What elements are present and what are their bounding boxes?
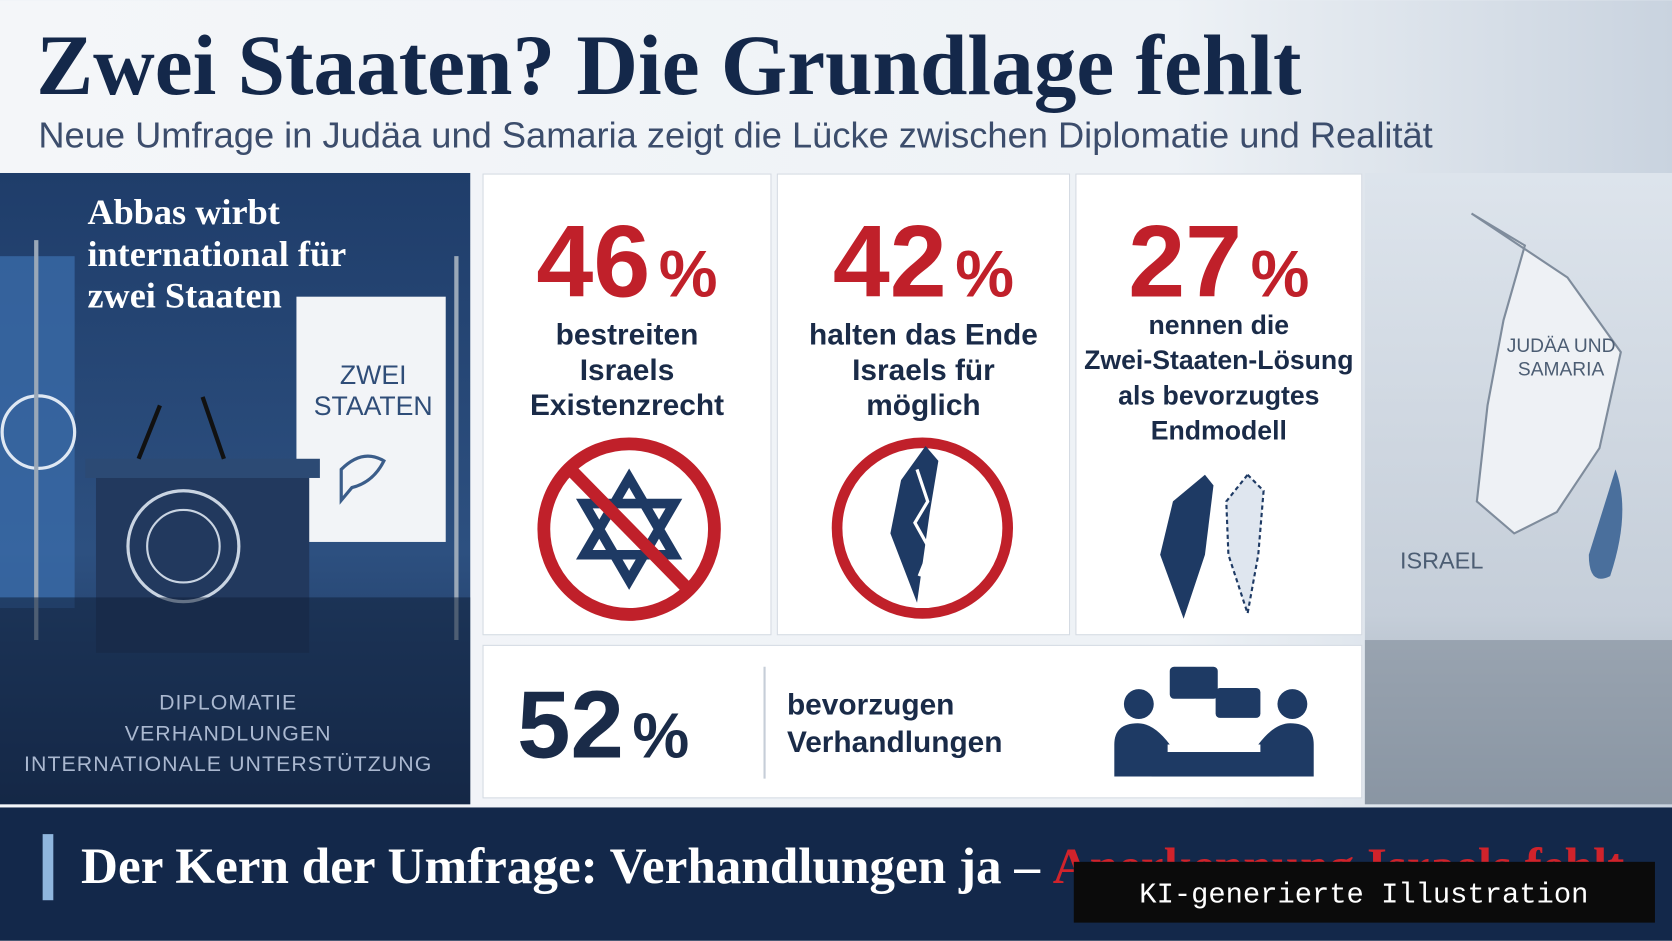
- stat-label: halten das Ende: [809, 319, 1038, 352]
- stat-cards: [482, 173, 1363, 799]
- stat-number: 27%: [1128, 204, 1309, 319]
- map-label: ISRAEL: [1400, 548, 1483, 574]
- stat-label: nennen die: [1148, 310, 1289, 340]
- title: Zwei Staaten? Die Grundlage fehlt: [36, 19, 1302, 113]
- stat-label: Existenzrecht: [530, 389, 724, 422]
- stat-number: 46%: [536, 204, 717, 319]
- map-panel: JUDÄA UND SAMARIA ISRAEL: [1364, 172, 1672, 805]
- banner-text: ZWEI STAATEN: [314, 360, 433, 421]
- stat-number: 52%: [517, 671, 689, 778]
- stat-value: 46: [536, 204, 650, 319]
- stat-unit: %: [955, 238, 1014, 312]
- stat-label: Zwei-Staaten-Lösung: [1084, 345, 1353, 375]
- stat-value: 52: [517, 671, 624, 778]
- left-heading: Abbas wirbt international für zwei Staaten: [87, 192, 346, 315]
- stat-unit: %: [659, 238, 718, 312]
- stat-label: als bevorzugtes: [1118, 380, 1319, 410]
- stat-label: Endmodell: [1151, 416, 1287, 446]
- footer: Der Kern der Umfrage: Verhandlungen ja –…: [0, 807, 1672, 941]
- stat-label: bevorzugen: [787, 689, 954, 722]
- subtitle: Neue Umfrage in Judäa und Samaria zeigt …: [38, 114, 1432, 155]
- stat-value: 27: [1128, 204, 1242, 319]
- stat-label: möglich: [866, 389, 980, 422]
- stat-number: 42%: [833, 204, 1014, 319]
- stat-unit: %: [632, 699, 689, 771]
- watermark: KI-generierte Illustration: [1139, 878, 1588, 911]
- stat-unit: %: [1251, 238, 1310, 312]
- stat-label: bestreiten: [556, 319, 699, 352]
- stat-label: Israels für: [852, 354, 995, 387]
- stat-value: 42: [833, 204, 947, 319]
- stat-label: Verhandlungen: [787, 726, 1003, 759]
- left-panel: Abbas wirbt international für zwei Staaten…: [0, 172, 471, 805]
- left-tags: DIPLOMATIE VERHANDLUNGEN INTERNATIONALE UN…: [24, 690, 432, 776]
- map-label: JUDÄA UND SAMARIA: [1507, 336, 1616, 380]
- stat-label: Israels: [580, 354, 675, 387]
